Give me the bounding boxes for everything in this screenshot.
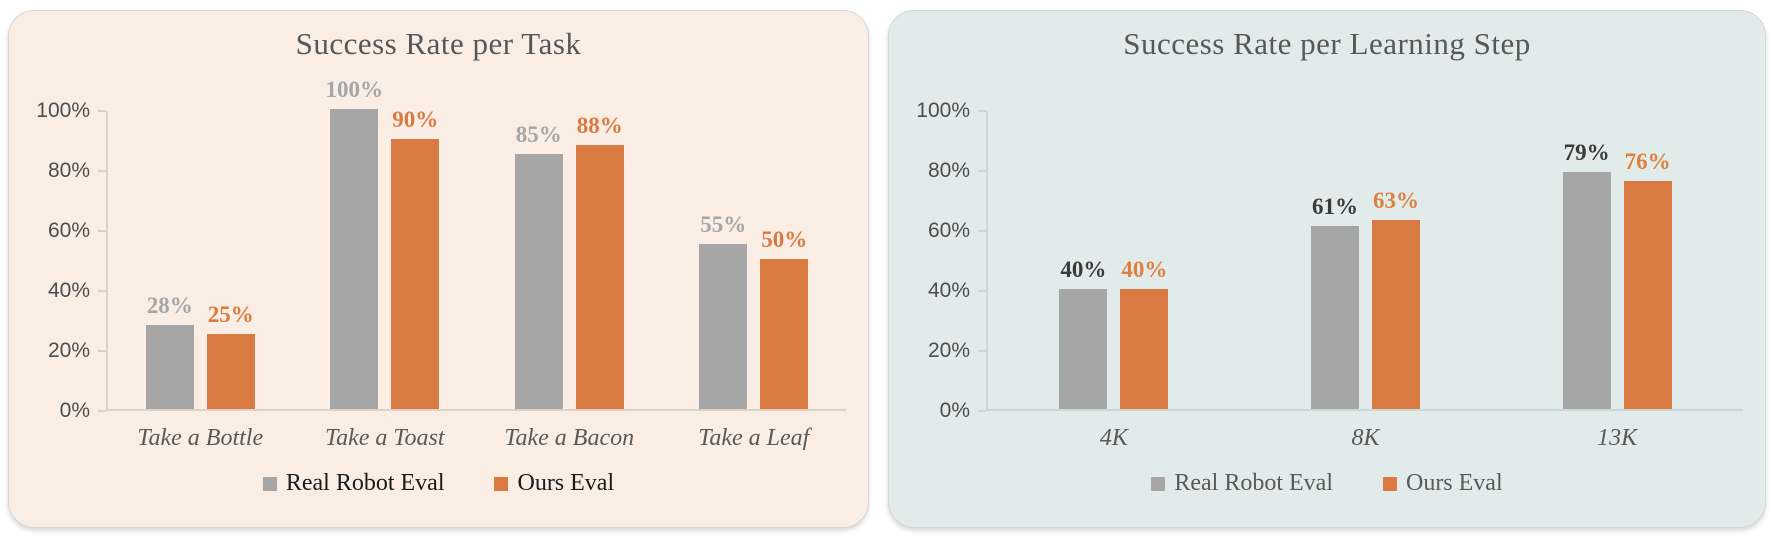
bar-value-label: 50% [761, 227, 808, 252]
y-axis-tick-label: 60% [927, 219, 970, 242]
bar-value-label: 88% [576, 113, 623, 138]
bar-value-label: 100% [325, 77, 384, 102]
y-axis-tick-label: 0% [939, 399, 970, 422]
category-label-8k: 8K [1351, 425, 1380, 451]
legend-item-real-robot-eval: Real Robot Eval [262, 470, 445, 497]
legend-label: Real Robot Eval [1174, 470, 1333, 496]
y-axis-tick-label: 100% [916, 99, 970, 122]
bar-real-robot-eval-take-a-bottle: 28% [145, 293, 194, 409]
bar-ours-eval-take-a-toast: 90% [391, 107, 440, 409]
legend-item-real-robot-eval: Real Robot Eval [1151, 470, 1333, 497]
chart-panel-success-rate-per-task: Success Rate per Task 100% 80% 60% 40% 20% 0%… [8, 10, 869, 528]
bar-group-take-a-bacon: 85% 88% [514, 113, 624, 409]
chart-title: Success Rate per Learning Step [1123, 26, 1531, 61]
bar-group-13k: 79% 76% [1562, 140, 1672, 409]
y-axis-tick-mark [98, 230, 106, 232]
y-axis-tick-mark [978, 170, 986, 172]
bar-group-take-a-toast: 100% 90% [326, 77, 440, 409]
legend-item-ours-eval: Ours Eval [494, 470, 614, 497]
bar-value-label: 63% [1372, 188, 1419, 213]
bar-ours-eval-8k: 63% [1371, 188, 1420, 409]
legend: Real Robot Eval Ours Eval [9, 470, 868, 497]
bar-value-label: 79% [1563, 140, 1610, 165]
chart-title: Success Rate per Task [295, 26, 582, 61]
bar-group-4k: 40% 40% [1059, 257, 1169, 409]
plot-area: 40% 40% 61% 63% 79% 76% [978, 110, 1743, 412]
bar-value-label: 90% [392, 107, 439, 132]
bar-value-label: 85% [515, 122, 562, 147]
legend-swatch-ours-eval [494, 476, 509, 491]
legend-swatch-ours-eval [1382, 476, 1397, 491]
category-label-take-a-toast: Take a Toast [324, 425, 445, 451]
chart-area: 100% 80% 60% 40% 20% 0% 28% 25% 100% 90% 85% 88% 55… [9, 77, 868, 422]
category-label-take-a-bacon: Take a Bacon [504, 425, 635, 451]
bar-groups: 28% 25% 100% 90% 85% 88% 55% 50% [108, 77, 846, 409]
bar-value-label: 25% [207, 302, 254, 327]
legend: Real Robot Eval Ours Eval [889, 470, 1765, 497]
y-axis-tick-label: 80% [927, 159, 970, 182]
x-axis-labels: Take a Bottle Take a Toast Take a Bacon Tak… [108, 425, 846, 452]
bar-value-label: 76% [1624, 149, 1671, 174]
bar-value-label: 61% [1311, 194, 1358, 219]
y-axis-tick-mark [978, 290, 986, 292]
y-axis-tick-label: 0% [59, 399, 90, 422]
x-axis-labels: 4K 8K 13K [988, 425, 1743, 452]
y-axis-tick-label: 40% [47, 279, 90, 302]
bar-value-label: 55% [700, 212, 747, 237]
chart-area: 100% 80% 60% 40% 20% 0% 40% 40% 61% 63% 79% 76% [889, 99, 1765, 422]
bar-real-robot-eval-4k: 40% [1059, 257, 1108, 409]
legend-swatch-real-robot-eval [1151, 476, 1166, 491]
y-axis-tick-mark [978, 410, 986, 412]
bar-group-take-a-leaf: 55% 50% [699, 212, 809, 409]
y-axis-tick-mark [978, 110, 986, 112]
bar-ours-eval-4k: 40% [1120, 257, 1169, 409]
y-axis-tick-mark [98, 410, 106, 412]
bar-value-label: 40% [1060, 257, 1107, 282]
plot-area: 28% 25% 100% 90% 85% 88% 55% 50% [98, 77, 846, 412]
bar-groups: 40% 40% 61% 63% 79% 76% [988, 111, 1743, 409]
legend-label: Real Robot Eval [285, 470, 445, 496]
category-label-4k: 4K [1099, 425, 1128, 451]
bar-real-robot-eval-13k: 79% [1562, 140, 1611, 409]
y-axis-tick-mark [98, 170, 106, 172]
figure-canvas: Success Rate per Task 100% 80% 60% 40% 20% 0%… [8, 10, 1766, 528]
y-axis-tick-mark [98, 290, 106, 292]
bar-value-label: 28% [146, 293, 193, 318]
y-axis-tick-labels: 100% 80% 60% 40% 20% 0% [9, 99, 106, 422]
bar-ours-eval-13k: 76% [1623, 149, 1672, 409]
bar-ours-eval-take-a-bottle: 25% [206, 302, 255, 409]
y-axis-tick-labels: 100% 80% 60% 40% 20% 0% [889, 99, 986, 422]
y-axis-tick-label: 20% [927, 339, 970, 362]
y-axis-tick-label: 80% [47, 159, 90, 182]
y-axis-tick-mark [978, 230, 986, 232]
bar-real-robot-eval-take-a-bacon: 85% [514, 122, 563, 409]
bar-value-label: 40% [1121, 257, 1168, 282]
y-axis-tick-label: 40% [927, 279, 970, 302]
category-label-take-a-leaf: Take a Leaf [698, 425, 810, 451]
bar-group-8k: 61% 63% [1310, 188, 1420, 409]
legend-label: Ours Eval [517, 470, 615, 496]
bar-ours-eval-take-a-leaf: 50% [760, 227, 809, 409]
y-axis-tick-mark [978, 350, 986, 352]
y-axis-tick-label: 100% [36, 99, 90, 122]
bar-ours-eval-take-a-bacon: 88% [575, 113, 624, 409]
bar-real-robot-eval-take-a-leaf: 55% [699, 212, 748, 409]
bar-real-robot-eval-take-a-toast: 100% [326, 77, 383, 409]
category-label-take-a-bottle: Take a Bottle [137, 425, 264, 451]
category-label-13k: 13K [1597, 425, 1638, 451]
y-axis-tick-mark [98, 350, 106, 352]
y-axis-tick-label: 60% [47, 219, 90, 242]
legend-swatch-real-robot-eval [262, 476, 277, 491]
chart-panel-success-rate-per-learning-step: Success Rate per Learning Step 100% 80% 60… [888, 10, 1766, 528]
legend-item-ours-eval: Ours Eval [1382, 470, 1503, 497]
legend-label: Ours Eval [1405, 470, 1503, 496]
bar-group-take-a-bottle: 28% 25% [145, 293, 255, 409]
bar-real-robot-eval-8k: 61% [1310, 194, 1359, 409]
y-axis-tick-label: 20% [47, 339, 90, 362]
y-axis-tick-mark [98, 110, 106, 112]
